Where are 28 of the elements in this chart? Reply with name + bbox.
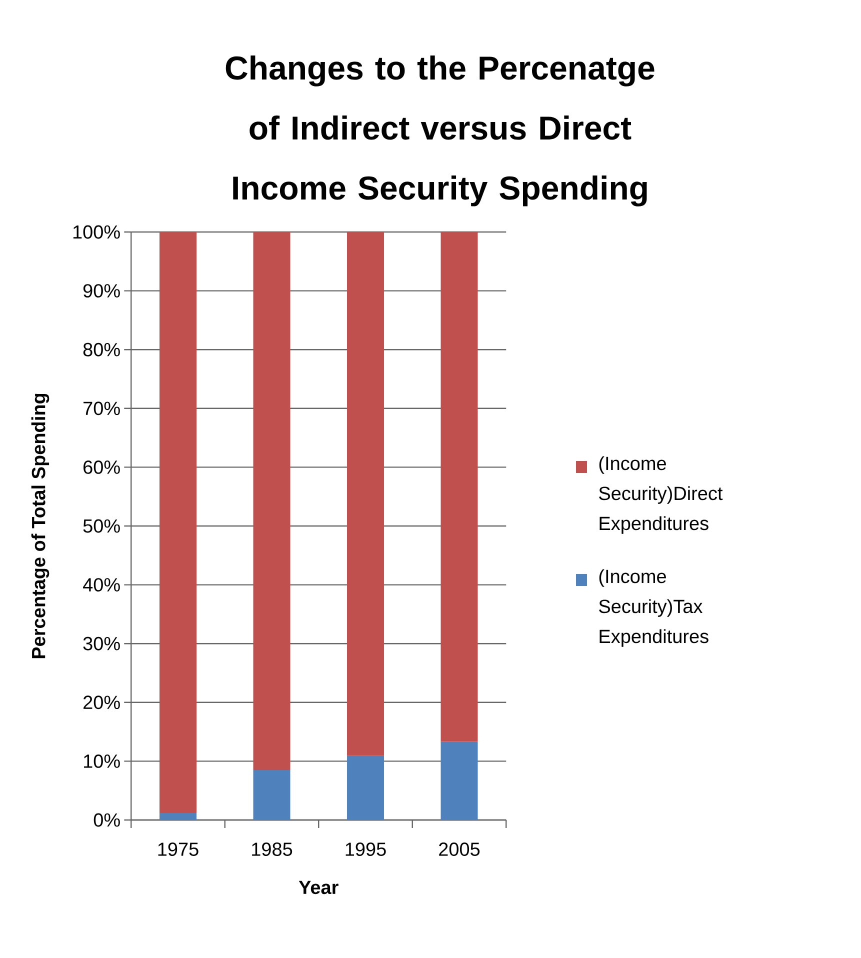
bar	[253, 770, 290, 820]
y-tick-label: 0%	[94, 813, 120, 827]
bar	[253, 232, 290, 770]
y-tick-label: 80%	[83, 342, 120, 356]
y-tick-label: 70%	[84, 402, 120, 416]
y-tick-label: 50%	[83, 519, 120, 533]
x-tick-label: 1975	[158, 842, 198, 856]
x-axis-title: Year	[298, 880, 338, 894]
y-tick-label: 20%	[84, 696, 120, 710]
y-tick-label: 30%	[83, 636, 120, 650]
y-axis-title: Percentage of Total Spending	[31, 394, 50, 658]
x-tick-label: 2005	[439, 842, 480, 856]
bar	[160, 812, 196, 820]
y-tick-label: 60%	[84, 460, 120, 474]
legend-label: (Income Security)Direct Expenditures	[599, 456, 723, 534]
x-tick-label: 1995	[346, 842, 386, 856]
bar	[347, 232, 384, 756]
y-tick-label: 40%	[83, 578, 120, 592]
x-tick-label: 1985	[252, 842, 292, 856]
bar	[440, 742, 478, 820]
legend-label: (Income Security)Tax Expenditures	[599, 569, 708, 647]
bar	[347, 756, 384, 820]
y-tick-label: 100%	[73, 225, 120, 239]
bar	[440, 232, 478, 742]
bar	[160, 232, 196, 813]
y-tick-label: 90%	[83, 284, 120, 298]
chart-title: Changes to the Percenatge of Indirect versus Direct Income Security Spending	[226, 56, 654, 206]
y-tick-label: 10%	[84, 754, 120, 768]
